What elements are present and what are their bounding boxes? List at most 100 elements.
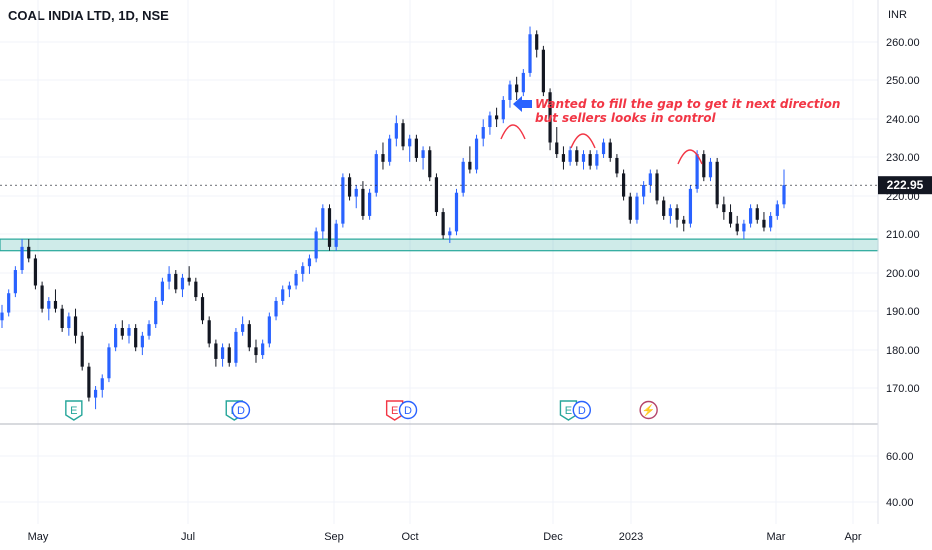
event-markers: EEDEDED⚡ — [65, 400, 658, 421]
candle-body — [454, 192, 459, 232]
candle-body — [207, 320, 211, 344]
candle-body — [241, 324, 245, 332]
event-marker-earnings-bad[interactable]: E — [385, 400, 404, 421]
candle-body — [728, 212, 733, 224]
candle-body — [688, 188, 693, 224]
candle-body — [421, 150, 425, 158]
candle-body — [755, 208, 759, 220]
candle-body — [0, 312, 4, 321]
event-marker-split[interactable]: ⚡ — [639, 400, 658, 420]
candle-body — [682, 219, 686, 224]
candle-body — [468, 161, 472, 170]
candle-body — [301, 266, 305, 274]
candle-body — [521, 72, 525, 93]
candle-body — [33, 258, 38, 286]
resistance-arc — [500, 124, 526, 140]
candle-body — [294, 273, 298, 286]
candle-series — [0, 26, 786, 410]
candle-body — [160, 281, 165, 301]
candle-body — [762, 219, 766, 228]
event-marker-earnings-good[interactable]: E — [65, 400, 83, 421]
candle-body — [314, 231, 318, 259]
candle-body — [200, 297, 205, 321]
grid-lines — [0, 0, 878, 524]
price-tick-label: 230.00 — [886, 152, 920, 164]
time-tick-label: Mar — [767, 531, 786, 543]
candle-body — [675, 208, 679, 220]
candle-body — [581, 154, 586, 162]
resistance-arcs — [500, 124, 703, 165]
event-label: E — [391, 405, 398, 417]
candle-body — [541, 49, 545, 93]
candle-body — [394, 123, 398, 139]
candle-body — [134, 328, 138, 348]
candle-body — [100, 378, 104, 390]
candle-body — [655, 173, 659, 201]
candle-body — [334, 223, 338, 247]
time-axis[interactable]: May Jul Sep Oct Dec 2023 Mar Apr — [28, 531, 862, 543]
volume-tick-label: 40.00 — [886, 497, 914, 509]
candle-body — [194, 281, 198, 298]
candle-body — [414, 138, 418, 158]
candle-body — [347, 177, 352, 197]
candle-body — [434, 177, 439, 213]
time-tick-label: Apr — [844, 531, 861, 543]
candle-body — [535, 34, 539, 50]
time-tick-label: Jul — [181, 531, 195, 543]
candle-body — [267, 316, 271, 344]
candle-body — [595, 154, 599, 166]
time-tick-label: Sep — [324, 531, 344, 543]
arrow-shape — [513, 96, 532, 112]
candle-body — [234, 331, 238, 363]
candle-body — [140, 335, 144, 348]
candle-body — [154, 300, 158, 325]
time-tick-label: Oct — [401, 531, 418, 543]
candle-body — [481, 127, 485, 139]
candle-body — [561, 154, 566, 162]
candle-body — [388, 138, 392, 162]
candle-body — [354, 188, 358, 197]
candle-body — [769, 215, 773, 228]
candle-body — [408, 138, 412, 147]
candle-body — [441, 212, 445, 236]
candle-body — [187, 277, 191, 282]
candle-body — [621, 173, 626, 197]
event-marker-dividend[interactable]: D — [398, 400, 418, 420]
event-label: E — [565, 405, 572, 417]
event-label: D — [404, 405, 412, 417]
candle-body — [555, 142, 559, 155]
candle-body — [474, 138, 479, 170]
event-label: D — [578, 405, 586, 417]
candle-body — [501, 99, 505, 120]
price-tick-label: 240.00 — [886, 114, 920, 126]
candle-body — [708, 161, 713, 178]
candle-body — [13, 270, 17, 294]
candle-body — [628, 196, 632, 220]
candle-body — [220, 347, 225, 359]
event-label: E — [70, 405, 77, 417]
candle-body — [642, 185, 646, 197]
candle-body — [20, 246, 24, 271]
event-marker-earnings-good[interactable]: E — [559, 400, 578, 421]
candle-body — [167, 273, 171, 282]
candle-body — [80, 335, 84, 367]
candle-body — [180, 277, 185, 290]
event-marker-dividend[interactable]: D — [572, 400, 592, 420]
price-tick-label: 260.00 — [886, 37, 920, 49]
candle-body — [494, 115, 499, 120]
price-tick-label: 170.00 — [886, 383, 920, 395]
candle-body — [401, 123, 405, 147]
price-axis[interactable]: 260.00250.00240.00230.00220.00210.00200.… — [886, 37, 920, 395]
candle-body — [515, 84, 519, 93]
candle-body — [281, 289, 285, 301]
candle-body — [254, 347, 258, 356]
volume-axis[interactable]: 60.00 40.00 — [886, 451, 914, 509]
candle-body — [615, 157, 619, 174]
candle-body — [662, 200, 666, 216]
event-marker-dividend[interactable]: D — [231, 400, 251, 420]
annotation-arrow-icon — [513, 96, 532, 112]
candle-body — [782, 185, 786, 205]
candle-body — [601, 142, 606, 155]
candle-body — [722, 204, 726, 213]
